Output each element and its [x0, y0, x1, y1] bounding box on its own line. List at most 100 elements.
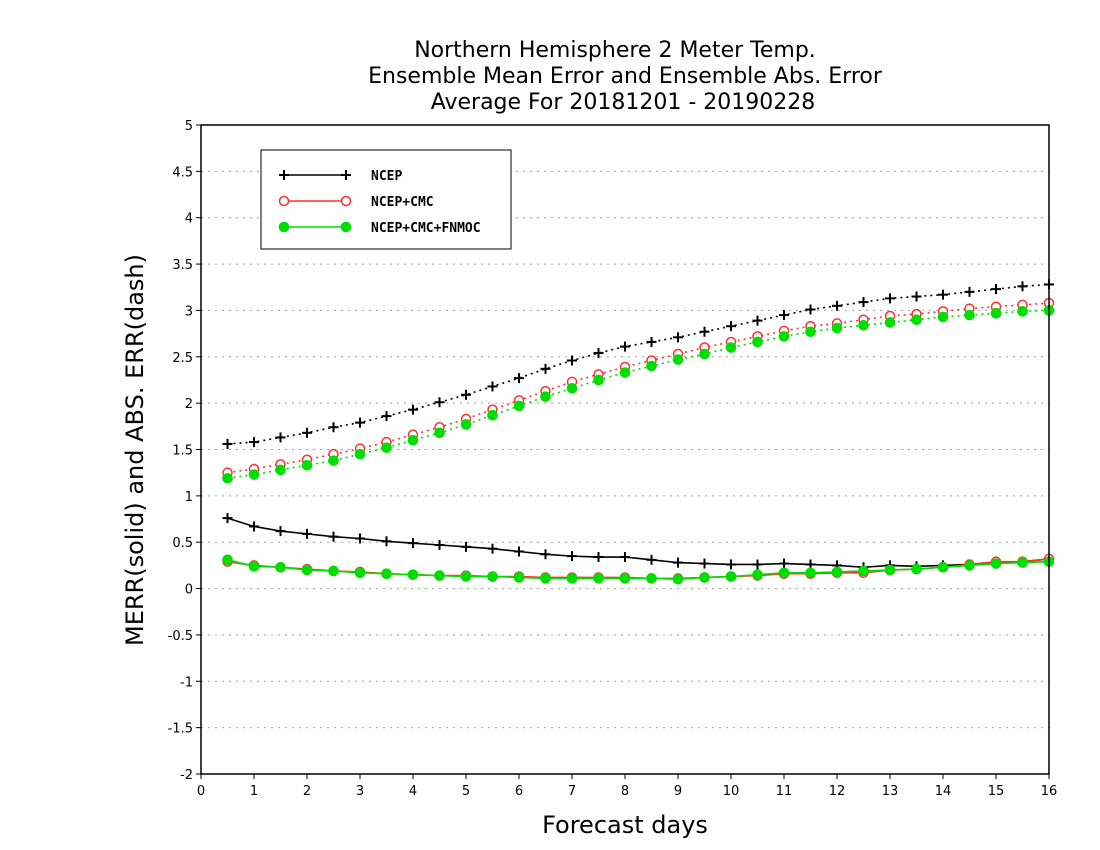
- abs-err-point: [593, 374, 604, 386]
- abs-err-point: [646, 336, 657, 347]
- merr-point: [248, 561, 260, 572]
- abs-err-point: [725, 342, 737, 353]
- abs-err-point: [778, 331, 790, 342]
- title-line-3: Average For 20181201 - 20190228: [431, 90, 816, 115]
- merr-point: [434, 570, 445, 581]
- merr-point: [1017, 557, 1028, 568]
- merr-point: [725, 571, 737, 582]
- merr-point: [699, 572, 710, 583]
- legend-item-ncep: NCEP: [279, 169, 402, 184]
- abs-err-point: [858, 297, 869, 308]
- series-layer: [222, 279, 1055, 585]
- y-tick-label: -2: [180, 768, 193, 783]
- abs-err-point: [991, 284, 1001, 295]
- merr-point: [884, 564, 896, 576]
- abs-err-point: [249, 437, 259, 448]
- y-tick-label: 5: [185, 119, 193, 134]
- merr-point: [566, 573, 578, 584]
- merr-point: [752, 559, 763, 570]
- abs-err-point: [911, 291, 922, 302]
- merr-point: [355, 533, 365, 544]
- x-tick-label: 0: [197, 784, 205, 799]
- merr-point: [540, 549, 551, 560]
- abs-err-point: [885, 293, 895, 304]
- abs-err-point: [673, 332, 683, 343]
- abs-err-point: [1017, 306, 1028, 317]
- y-tick-label: -1: [180, 675, 193, 690]
- abs-err-point: [858, 319, 869, 331]
- merr-point: [593, 573, 604, 584]
- abs-err-point: [699, 326, 710, 337]
- abs-err-point: [964, 309, 975, 321]
- chart-title: Northern Hemisphere 2 Meter Temp. Ensemb…: [368, 38, 883, 115]
- legend-label: NCEP+CMC: [371, 195, 434, 210]
- abs-err-point: [328, 455, 339, 466]
- x-tick-label: 6: [515, 784, 523, 799]
- merr-point: [752, 569, 763, 580]
- abs-err-point: [460, 419, 472, 430]
- merr-point: [461, 541, 471, 552]
- x-tick-label: 12: [829, 784, 846, 799]
- merr-point: [964, 560, 975, 571]
- abs-err-point: [1017, 281, 1028, 292]
- legend-marker: [278, 221, 290, 233]
- merr-point: [460, 571, 472, 582]
- y-tick-label: 1: [185, 490, 193, 505]
- y-axis-ticks: -2 -1.5 -1 -0.5 0 0.5 1 1.5 2 2.5 3 3.5 4 4.5 5: [168, 119, 201, 783]
- abs-err-point: [752, 315, 763, 326]
- abs-err-point: [487, 381, 498, 392]
- merr-point: [646, 554, 657, 565]
- legend-marker: [340, 221, 352, 233]
- y-tick-label: 4: [185, 212, 193, 227]
- legend-item-ncep-cmc-fnmoc: NCEP+CMC+FNMOC: [278, 221, 481, 236]
- merr-point: [831, 566, 843, 578]
- x-axis-ticks: 0 1 2 3 4 5 6 7 8 9 10 11 12 13 14 15 16: [197, 774, 1057, 799]
- abs-err-point: [646, 360, 657, 372]
- y-tick-label: -0.5: [168, 629, 193, 644]
- merr-point: [487, 571, 498, 582]
- abs-err-point: [699, 348, 710, 360]
- merr-point: [593, 552, 604, 563]
- abs-err-point: [487, 409, 498, 421]
- title-line-2: Ensemble Mean Error and Ensemble Abs. Er…: [368, 64, 883, 89]
- x-tick-label: 9: [674, 784, 682, 799]
- abs-err-point: [990, 307, 1002, 319]
- y-tick-label: 3.5: [172, 258, 193, 273]
- merr-point: [778, 567, 790, 579]
- x-tick-label: 8: [621, 784, 629, 799]
- abs-err-point: [381, 442, 392, 453]
- abs-err-point: [461, 389, 471, 400]
- merr-point: [222, 513, 233, 524]
- merr-point: [381, 536, 392, 547]
- abs-err-point: [593, 348, 604, 359]
- abs-err-point: [540, 363, 551, 374]
- merr-point: [990, 558, 1002, 569]
- abs-err-point: [805, 326, 816, 338]
- abs-err-point: [619, 367, 631, 378]
- abs-err-point: [726, 321, 736, 332]
- abs-err-point: [381, 411, 392, 422]
- merr-point: [620, 552, 630, 563]
- abs-err-point: [275, 432, 286, 443]
- merr-point: [567, 551, 577, 562]
- legend-marker: [340, 195, 352, 207]
- x-tick-label: 16: [1041, 784, 1058, 799]
- x-tick-label: 4: [409, 784, 417, 799]
- merr-point: [301, 564, 313, 576]
- merr-point: [249, 521, 259, 532]
- abs-err-point: [779, 310, 789, 321]
- abs-err-point: [831, 322, 843, 334]
- abs-err-point: [275, 464, 286, 476]
- x-tick-label: 1: [250, 784, 258, 799]
- abs-err-point: [805, 304, 816, 315]
- merr-point: [275, 561, 286, 573]
- x-tick-label: 15: [988, 784, 1005, 799]
- x-tick-label: 3: [356, 784, 364, 799]
- abs-err-point: [222, 438, 233, 449]
- merr-point: [302, 528, 312, 539]
- merr-point: [328, 531, 339, 542]
- merr-point: [673, 557, 683, 568]
- abs-err-point: [354, 448, 366, 460]
